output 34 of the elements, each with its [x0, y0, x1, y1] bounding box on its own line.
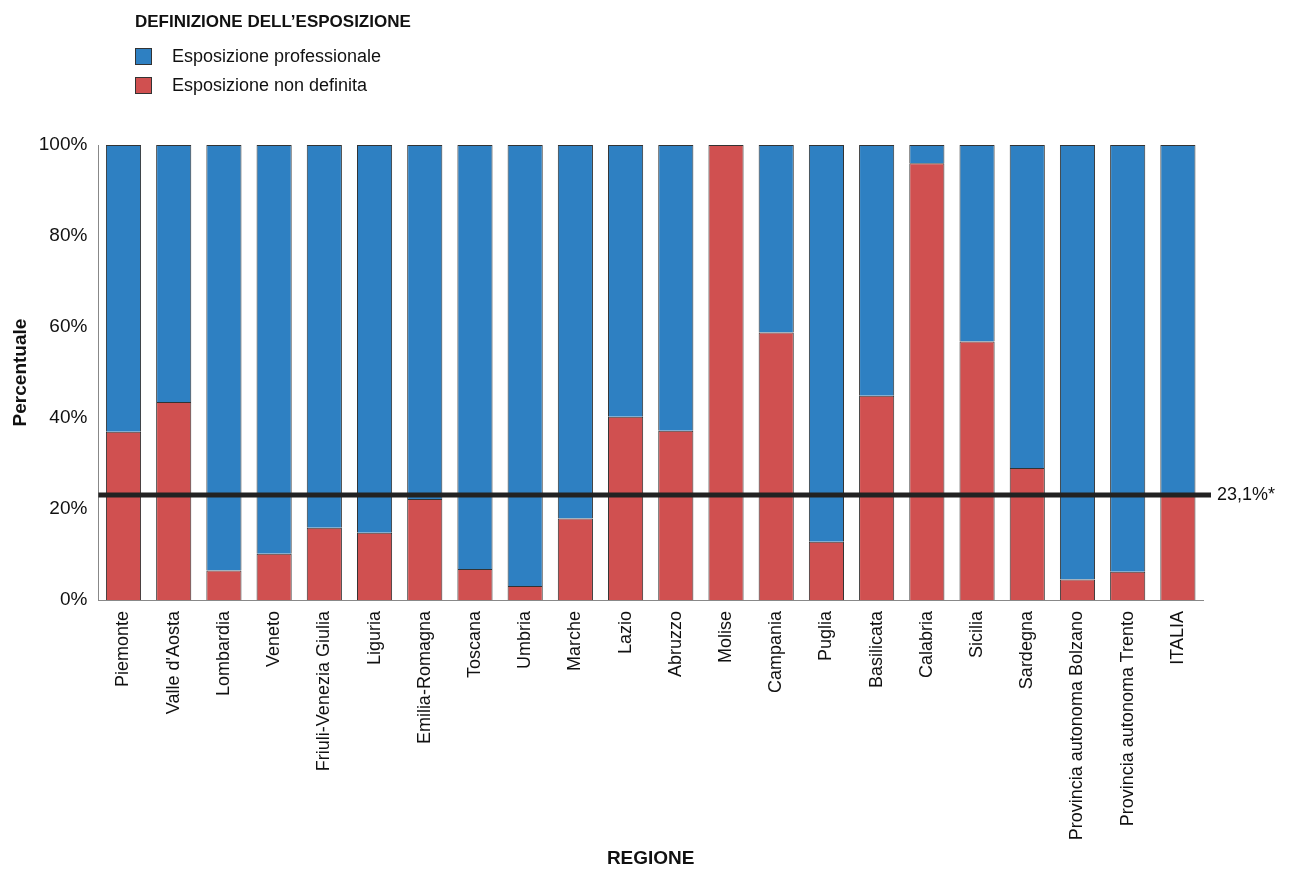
- x-tick-label: Piemonte: [112, 611, 133, 688]
- x-tick-label: ITALIA: [1166, 611, 1187, 665]
- x-tick-label: Abruzzo: [664, 611, 685, 678]
- x-tick-label: Veneto: [263, 611, 284, 668]
- x-tick-label: Puglia: [815, 610, 836, 662]
- x-tick-label: Provincia autonoma Trento: [1116, 611, 1137, 827]
- legend-label: Esposizione professionale: [172, 46, 382, 67]
- x-tick-label: Sardegna: [1016, 610, 1037, 690]
- y-tick-label: 60%: [49, 315, 88, 337]
- y-tick-label: 100%: [38, 133, 88, 155]
- x-tick-label: Campania: [765, 610, 786, 694]
- x-tick-label: Basilicata: [865, 610, 886, 689]
- x-tick-label: Molise: [714, 611, 735, 664]
- x-tick-label: Provincia autonoma Bolzano: [1066, 611, 1087, 841]
- y-tick-label: 20%: [49, 497, 88, 519]
- x-tick-label: Lombardia: [212, 610, 233, 697]
- x-tick-label: Sicilia: [966, 610, 987, 659]
- x-tick-label: Liguria: [363, 610, 384, 666]
- x-tick-label: Lazio: [614, 611, 635, 655]
- x-tick-label: Emilia-Romagna: [413, 610, 434, 745]
- legend-title: DEFINIZIONE DELL’ESPOSIZIONE: [135, 12, 411, 32]
- legend-label: Esposizione non definita: [172, 75, 368, 96]
- x-tick-label: Calabria: [915, 610, 936, 679]
- x-tick-label: Friuli-Venezia Giulia: [313, 610, 334, 772]
- x-tick-label: Marche: [564, 611, 585, 672]
- x-tick-label: Toscana: [463, 610, 484, 679]
- y-tick-label: 0%: [59, 588, 88, 610]
- x-axis-title: REGIONE: [606, 846, 695, 868]
- y-axis-title: Percentuale: [8, 318, 30, 427]
- x-tick-label: Umbria: [514, 610, 535, 670]
- y-tick-label: 80%: [49, 224, 88, 246]
- y-tick-label: 40%: [49, 406, 88, 428]
- ref-line-label: 23,1%*: [1217, 483, 1276, 504]
- x-tick-label: Valle d'Aosta: [162, 610, 183, 715]
